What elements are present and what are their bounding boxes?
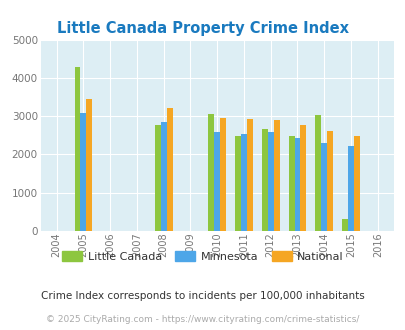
Text: © 2025 CityRating.com - https://www.cityrating.com/crime-statistics/: © 2025 CityRating.com - https://www.city… — [46, 315, 359, 324]
Bar — [214, 132, 220, 231]
Bar — [75, 67, 80, 231]
Bar — [80, 113, 86, 231]
Bar — [341, 219, 347, 231]
Bar — [261, 129, 267, 231]
Bar — [273, 120, 279, 231]
Bar — [220, 118, 226, 231]
Bar — [86, 99, 92, 231]
Legend: Little Canada, Minnesota, National: Little Canada, Minnesota, National — [58, 247, 347, 267]
Bar — [353, 136, 359, 231]
Bar — [315, 115, 320, 231]
Bar — [166, 108, 172, 231]
Bar — [294, 138, 300, 231]
Bar — [246, 119, 252, 231]
Bar — [154, 125, 160, 231]
Bar — [326, 131, 332, 231]
Text: Crime Index corresponds to incidents per 100,000 inhabitants: Crime Index corresponds to incidents per… — [41, 291, 364, 301]
Bar — [160, 121, 166, 231]
Bar — [320, 143, 326, 231]
Text: Little Canada Property Crime Index: Little Canada Property Crime Index — [57, 21, 348, 36]
Bar — [208, 114, 214, 231]
Bar — [241, 134, 246, 231]
Bar — [300, 125, 305, 231]
Bar — [347, 147, 353, 231]
Bar — [234, 136, 241, 231]
Bar — [288, 136, 294, 231]
Bar — [267, 132, 273, 231]
